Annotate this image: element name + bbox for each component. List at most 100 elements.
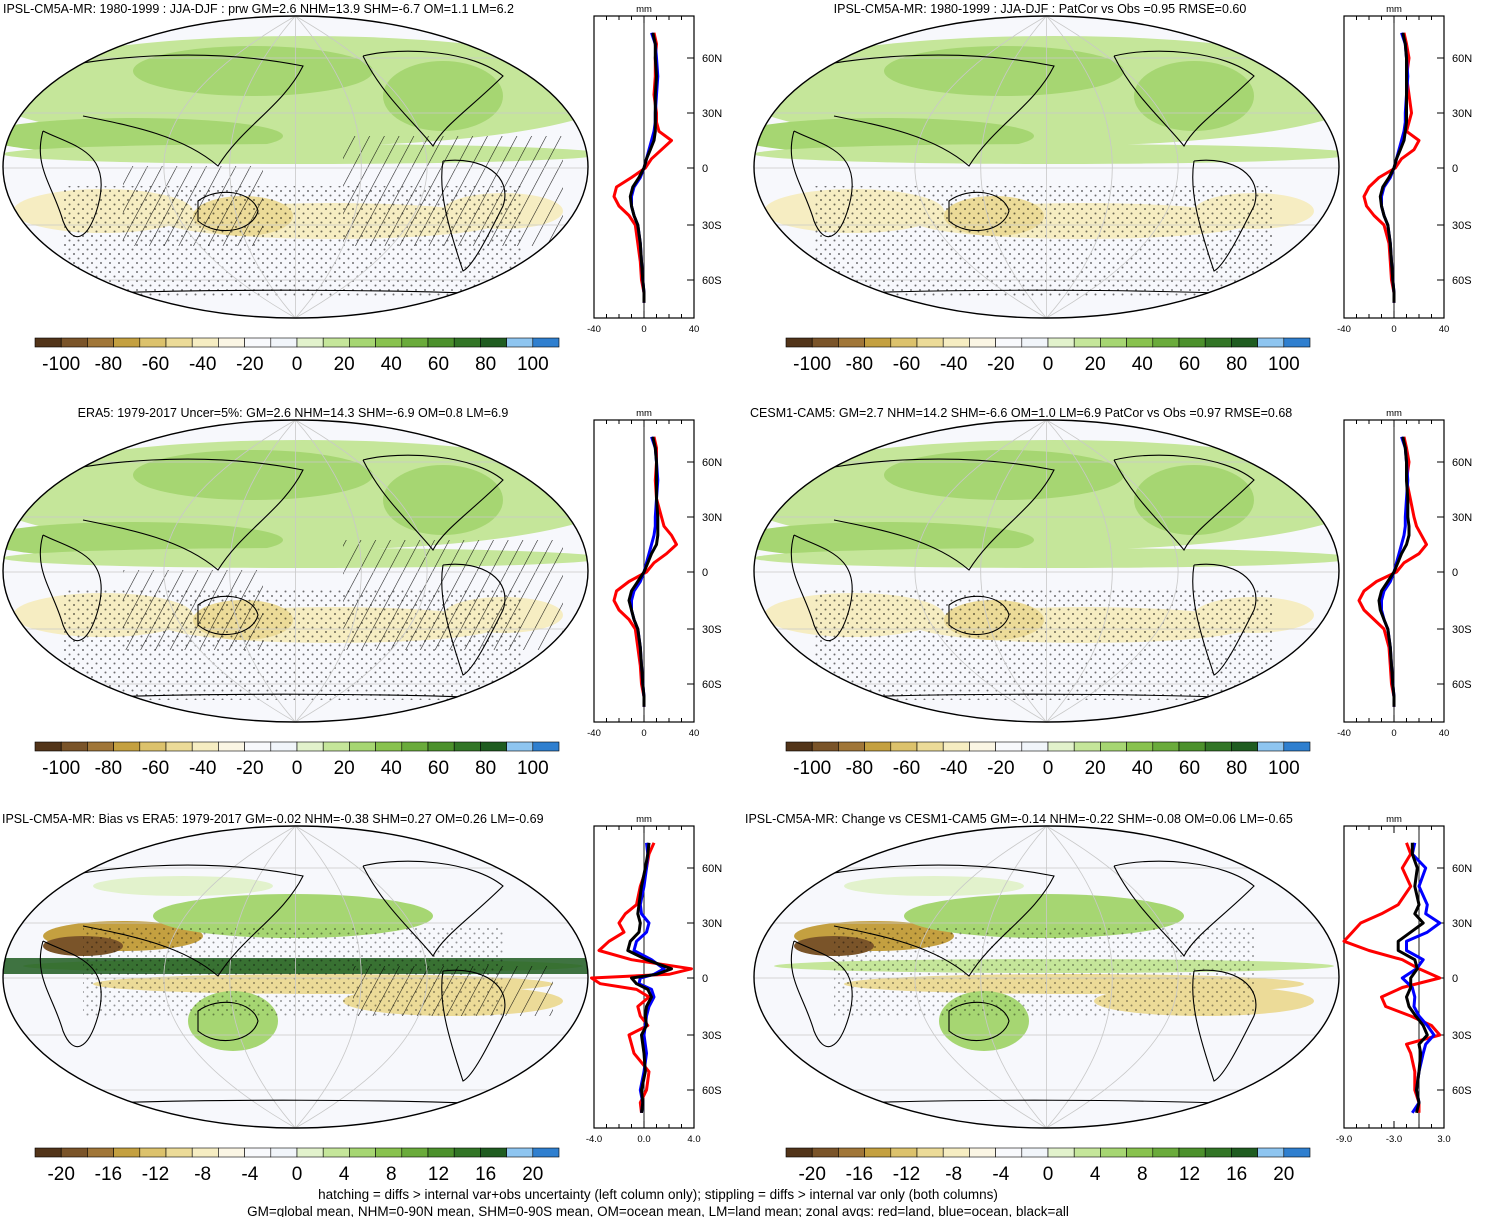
colorbar-swatch [1231,741,1258,752]
x-tick-label: 40 [689,728,700,739]
colorbar-swatch [1152,1147,1180,1158]
stippling-region [814,590,1274,700]
zonal-x-axis: -40 0 40 [1337,324,1449,335]
zonal-panel-5: 60N 30N 0 30S 60S mm -4.0 0.0 4.0 [586,814,722,1145]
colorbar-swatch [401,1147,429,1158]
colorbar-swatch [480,337,507,348]
coastline [1113,454,1255,552]
field-america-green [1134,465,1254,535]
colorbar-label: 0 [1043,758,1054,779]
coastline [1113,860,1255,958]
lat-tick-label: 30N [1452,108,1472,120]
colorbar-swatch [1257,1147,1285,1158]
colorbar-swatch [969,337,996,348]
colorbar-swatch [995,741,1023,752]
colorbar-swatch [139,741,167,752]
coastline [790,534,853,642]
colorbar-swatch [838,741,865,752]
colorbar-label: -40 [189,354,216,375]
colorbar-swatch [1178,337,1206,348]
colorbar-label: 40 [1132,758,1153,779]
zonal-unit-label: mm [636,408,652,419]
colorbar-swatch [322,741,350,752]
x-tick-label: 0.0 [637,1134,650,1145]
colorbar-swatch [453,1147,481,1158]
stippling-region [63,590,523,700]
colorbar-swatch [890,1147,918,1158]
colorbar-label: -80 [95,758,122,779]
colorbar-swatch [838,1147,865,1158]
colorbar-swatch [375,741,403,752]
colorbar-swatch [427,1147,455,1158]
zonal-line-all [626,842,673,1113]
colorbar-label: -4 [992,1164,1009,1185]
colorbar-swatch [864,741,892,752]
colorbar-swatch [480,1147,507,1158]
map-border [2,419,589,723]
lat-tick-label: 60S [1452,679,1472,691]
colorbar-label: -12 [142,1164,169,1185]
footer-line2: GM=global mean, NHM=0-90N mean, SHM=0-90… [247,1204,1069,1217]
colorbar-label: -60 [142,758,169,779]
colorbar-swatch [296,741,324,752]
graticule-lon-line [1046,826,1113,1128]
colorbar-swatch [1257,741,1285,752]
colorbar-swatch [506,1147,534,1158]
graticule-lon-line [163,420,296,722]
map-border [753,15,1340,319]
map-panel-3 [2,419,589,723]
colorbar-swatch [890,337,918,348]
colorbar-label: -20 [236,354,263,375]
x-tick-label: 0 [1391,728,1396,739]
colorbar-label: 20 [1273,1164,1294,1185]
colorbar-label: -12 [893,1164,920,1185]
colorbar-swatch [113,337,141,348]
colorbar-swatch [165,1147,193,1158]
colorbar-label: 100 [1268,354,1300,375]
zonal-lat-axis: 60N 30N 0 30S 60S [687,457,722,691]
colorbar-swatch [113,741,141,752]
colorbar-swatch [1100,1147,1127,1158]
lat-tick-label: 30N [702,918,722,930]
zonal-panel-6: 60N 30N 0 30S 60S mm -9.0 -3.0 3.0 [1336,814,1472,1145]
lat-tick-label: 60S [1452,1085,1472,1097]
lat-tick-label: 60S [1452,275,1472,287]
panel-title-5: IPSL-CM5A-MR: Bias vs ERA5: 1979-2017 GM… [2,812,544,826]
colorbar-label: 4 [1090,1164,1101,1185]
lat-tick-label: 60N [1452,863,1472,875]
colorbar-label: 80 [1226,758,1247,779]
lat-tick-label: 60N [1452,53,1472,65]
map-field [3,15,589,319]
stippling-region [834,926,1254,1016]
colorbar-swatch [1257,337,1285,348]
coastline [362,50,504,148]
lat-tick-label: 60S [702,275,722,287]
lat-tick-label: 0 [702,973,708,985]
colorbar-swatch [270,741,298,752]
colorbar-swatch [34,1147,62,1158]
colorbar-swatch [480,741,507,752]
zonal-frame [1343,825,1445,1129]
colorbar-swatch [506,741,534,752]
map-panel-4 [753,419,1340,723]
graticule-lon-line [295,826,428,1128]
colorbar-swatch [1178,741,1206,752]
map-border [753,825,1340,1129]
colorbar-swatch [506,337,534,348]
colorbar-swatch [1204,741,1232,752]
zonal-line-ocean [1400,842,1442,1114]
panel-title-1: IPSL-CM5A-MR: 1980-1999 : JJA-DJF : prw … [3,2,514,16]
colorbar-swatch [1073,337,1101,348]
coastline [948,1001,1010,1042]
colorbar-swatch [453,741,481,752]
field-america-green [383,465,503,535]
colorbar-label: 20 [334,354,355,375]
colorbar-2: -100 -80 -60 -40 -20 0 20 40 60 80 100 [785,337,1311,375]
colorbar-swatch [322,1147,350,1158]
colorbar-swatch [427,337,455,348]
graticule-lon-line [1046,15,1179,319]
graticule-lon-line [980,826,1047,1128]
colorbar-swatch [1126,337,1154,348]
coastline [441,563,506,676]
colorbar-swatch [270,337,298,348]
